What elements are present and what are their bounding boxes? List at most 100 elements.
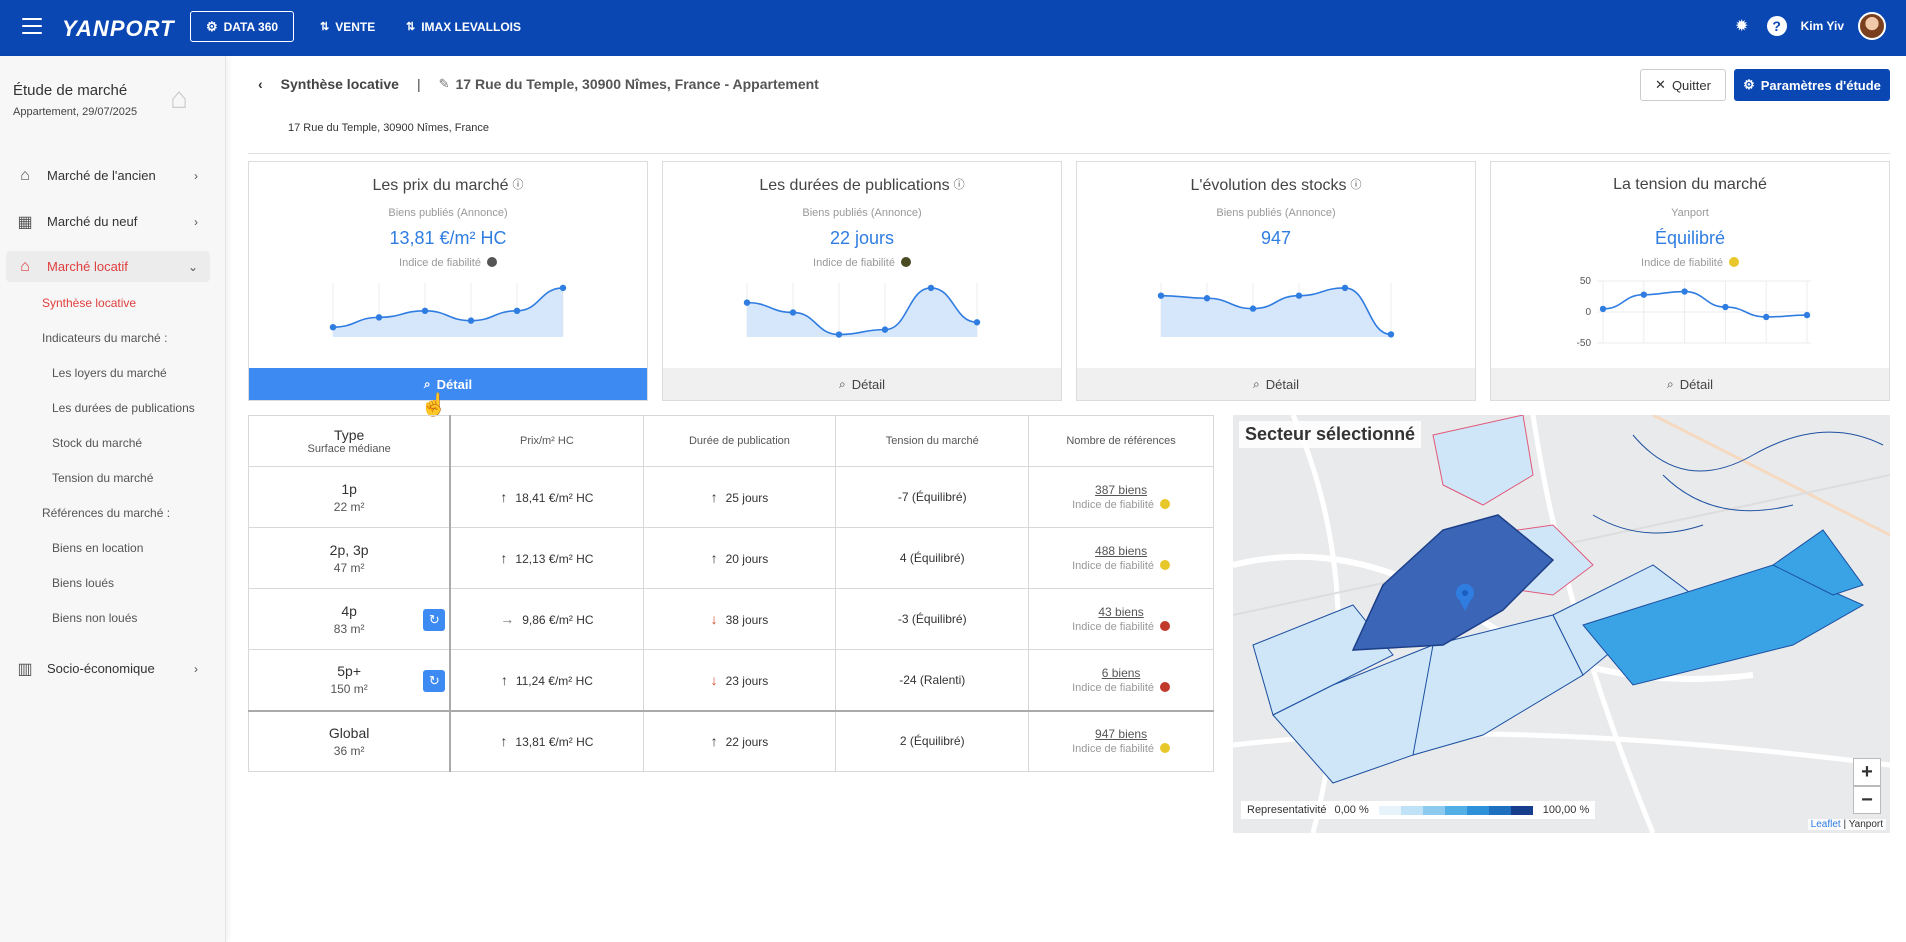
- card-tension: La tension du marché Yanport Équilibré I…: [1490, 161, 1890, 401]
- refs-cell: 947 biens Indice de fiabilité: [1028, 709, 1214, 772]
- data-point: [1599, 305, 1607, 313]
- vente-tab[interactable]: ⇅ VENTE: [320, 11, 375, 42]
- info-icon[interactable]: ⓘ: [512, 179, 524, 191]
- sidebar-item-locatif[interactable]: ⌂ Marché locatif ⌄: [6, 251, 210, 282]
- data-point: [1803, 311, 1811, 319]
- map-canvas[interactable]: [1233, 415, 1890, 833]
- refs-link[interactable]: 6 biens: [1101, 665, 1141, 680]
- study-title: Étude de marché: [13, 82, 128, 99]
- detail-button[interactable]: ⌕ Détail: [1491, 368, 1889, 400]
- refs-link[interactable]: 488 biens: [1095, 544, 1148, 558]
- data-point: [1681, 288, 1688, 295]
- refs-cell: 488 biens Indice de fiabilité: [1028, 527, 1214, 589]
- header-prix: Prix/m² HC: [449, 415, 644, 467]
- reliability-label: Indice de fiabilité: [1641, 257, 1723, 269]
- top-bar: YANPORT ⚙ DATA 360 ⇅ VENTE ⇅ IMAX LEVALLOIS…: [0, 0, 1906, 56]
- sidebar-sub-non-loues[interactable]: Biens non loués: [52, 611, 138, 625]
- card-title-text: Les prix du marché: [372, 177, 509, 194]
- detail-button[interactable]: ⌕ Détail: [663, 368, 1061, 400]
- refs-link[interactable]: 387 biens: [1095, 483, 1148, 497]
- arrow-up-icon: ↑: [710, 733, 718, 750]
- y-tick-label: 50: [1580, 277, 1592, 287]
- reliability-label: Indice de fiabilité: [1072, 743, 1155, 756]
- detail-button[interactable]: ⌕ Détail: [1077, 368, 1475, 400]
- type-cell: 4p 83 m² ↻: [248, 588, 452, 650]
- duree-cell: ↓ 38 jours: [642, 588, 837, 650]
- card-value: 22 jours: [829, 228, 895, 248]
- zoom-in-button[interactable]: +: [1853, 758, 1881, 786]
- card-title: Les prix du marché ⓘ: [249, 176, 647, 195]
- data360-button[interactable]: ⚙ DATA 360: [190, 11, 294, 42]
- sidebar-item-ancien[interactable]: ⌂ Marché de l'ancien ›: [6, 160, 210, 191]
- card-reliability: Indice de fiabilité: [1491, 257, 1889, 269]
- refs-link[interactable]: 947 biens: [1095, 727, 1148, 742]
- type-name: 4p: [341, 602, 357, 619]
- duree-value: 22 jours: [725, 735, 769, 750]
- sidebar-sub-references: Références du marché :: [42, 506, 171, 520]
- imax-tab[interactable]: ⇅ IMAX LEVALLOIS: [406, 11, 521, 42]
- refs-reliability: Indice de fiabilité: [1029, 560, 1213, 572]
- back-icon[interactable]: ‹: [258, 76, 263, 92]
- arrow-down-icon: ↓: [710, 611, 718, 627]
- sidebar-item-socio[interactable]: ▥ Socio-économique ›: [6, 653, 210, 684]
- type-surface: 22 m²: [333, 499, 365, 514]
- refs-link[interactable]: 43 biens: [1098, 605, 1144, 619]
- help-icon[interactable]: ?: [1766, 16, 1787, 36]
- info-icon[interactable]: ⓘ: [1350, 179, 1362, 191]
- bug-icon[interactable]: ✹: [1734, 18, 1749, 35]
- prix-cell: → 9,86 €/m² HC: [449, 588, 644, 650]
- table-row: 1p 22 m² ↑ 18,41 €/m² HC ↑ 25 jours -7 (Équ…: [248, 466, 1214, 528]
- card-title-text: L'évolution des stocks: [1190, 177, 1347, 194]
- refresh-icon[interactable]: ↻: [423, 670, 446, 692]
- chevron-right-icon: ›: [194, 661, 198, 676]
- area-fill: [333, 287, 563, 337]
- y-tick-label: -50: [1577, 338, 1592, 349]
- sidebar-item-neuf[interactable]: ▦ Marché du neuf ›: [6, 206, 210, 237]
- logo[interactable]: YANPORT: [62, 16, 175, 41]
- header-surface-label: Surface médiane: [307, 443, 391, 455]
- area-fill: [747, 287, 977, 337]
- type-surface: 47 m²: [333, 560, 365, 575]
- leaflet-link[interactable]: Leaflet: [1810, 819, 1841, 830]
- card-subtitle: Yanport: [1671, 207, 1709, 219]
- data-point: [927, 284, 935, 292]
- y-tick-label: 0: [1585, 307, 1591, 318]
- user-name[interactable]: Kim Yiv: [1800, 19, 1844, 33]
- type-surface: 83 m²: [333, 621, 365, 636]
- data-point: [973, 319, 981, 326]
- page-header: ‹ Synthèse locative | ✎ 17 Rue du Temple…: [258, 76, 819, 92]
- detail-button[interactable]: ⌕ Détail: [249, 368, 647, 400]
- data-point: [743, 299, 751, 306]
- search-list-icon: ⌕: [423, 376, 431, 391]
- sidebar-item-label: Socio-économique: [47, 661, 155, 676]
- sidebar-sub-stock[interactable]: Stock du marché: [52, 436, 143, 450]
- sidebar-sub-synthese[interactable]: Synthèse locative: [42, 296, 137, 310]
- search-list-icon: ⌕: [839, 376, 846, 391]
- menu-icon[interactable]: [22, 18, 42, 34]
- sidebar-sub-indicateurs: Indicateurs du marché :: [42, 331, 168, 345]
- data-point: [513, 307, 521, 315]
- legend-scale: [1378, 805, 1533, 815]
- sidebar-sub-location[interactable]: Biens en location: [52, 541, 144, 555]
- sidebar-sub-loues[interactable]: Biens loués: [52, 576, 115, 590]
- edit-icon[interactable]: ✎: [438, 76, 450, 91]
- search-list-icon: ⌕: [1667, 376, 1674, 391]
- sidebar-sub-durees[interactable]: Les durées de publications: [52, 401, 195, 415]
- refs-cell: 43 biens Indice de fiabilité: [1028, 588, 1214, 650]
- avatar[interactable]: [1858, 12, 1886, 40]
- card-reliability: Indice de fiabilité: [249, 257, 647, 269]
- sector-map[interactable]: Secteur sélectionné + − Representativité…: [1233, 415, 1890, 833]
- data-point: [329, 323, 337, 331]
- refs-reliability: Indice de fiabilité: [1029, 743, 1213, 755]
- quit-button[interactable]: ✕ Quitter: [1640, 69, 1726, 101]
- params-button[interactable]: ⚙ Paramètres d'étude: [1734, 69, 1890, 101]
- type-name: 1p: [341, 480, 357, 497]
- refresh-icon[interactable]: ↻: [423, 609, 446, 631]
- sidebar-sub-loyers[interactable]: Les loyers du marché: [52, 366, 167, 380]
- card-value: Équilibré: [1654, 228, 1726, 248]
- zoom-out-button[interactable]: −: [1853, 786, 1881, 814]
- house-hand-icon: ⌂: [20, 166, 30, 184]
- info-icon[interactable]: ⓘ: [953, 179, 965, 191]
- sidebar-sub-tension[interactable]: Tension du marché: [52, 471, 154, 485]
- tension-cell: 4 (Équilibré): [835, 527, 1030, 589]
